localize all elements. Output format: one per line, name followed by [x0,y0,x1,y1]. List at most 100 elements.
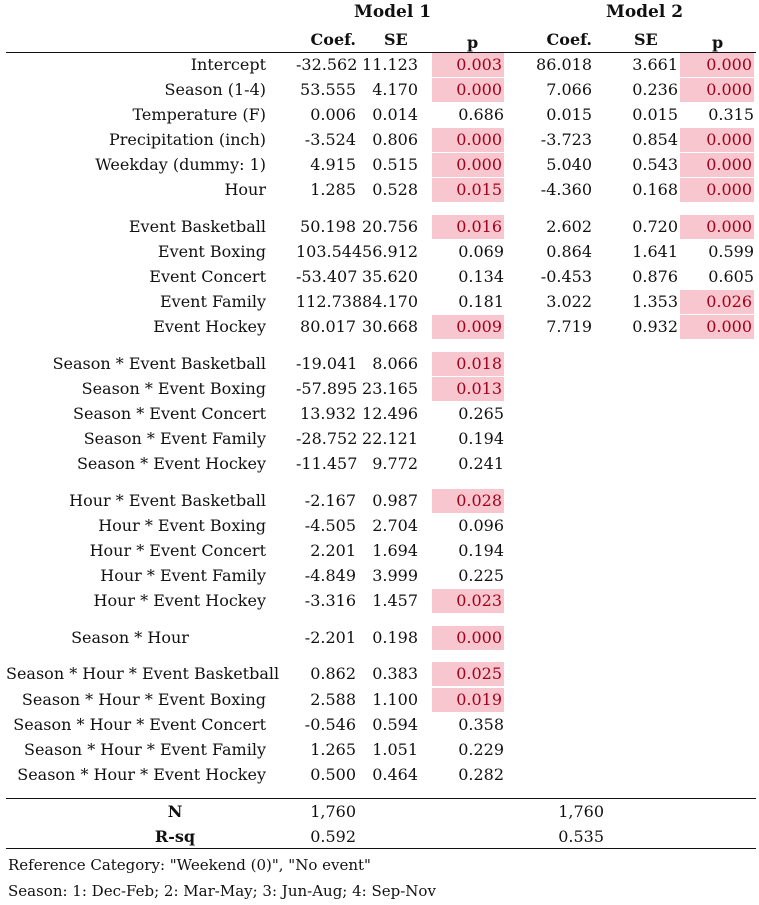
m1-se-cell: 35.620 [362,267,418,286]
m1-se-cell: 20.756 [362,217,418,236]
m1-se-cell: 0.806 [372,130,418,149]
m2-coef-cell: 86.018 [536,55,592,74]
row-label: Precipitation (inch) [108,130,266,149]
m1-se-header: SE [384,30,408,49]
m1-se-cell: 11.123 [362,55,418,74]
m2-coef-cell: 0.015 [546,105,592,124]
model-1-title: Model 1 [354,2,432,22]
m1-p-cell: 0.028 [432,489,504,513]
m2-se-cell: 0.236 [632,80,678,99]
row-label: Event Basketball [128,217,266,236]
row-label: Event Boxing [157,242,266,261]
stat-label: R-sq [154,827,196,846]
row-label: Event Hockey [153,317,266,336]
m1-p-cell: 0.018 [432,352,504,376]
m1-p-cell: 0.000 [432,626,504,650]
m1-coef-cell: 80.017 [300,317,356,336]
m1-coef-cell: -2.167 [304,491,356,510]
m1-coef-cell: 0.500 [310,765,356,784]
m2-stat-value: 0.535 [558,827,604,846]
m2-coef-cell: 5.040 [546,155,592,174]
m2-se-cell: 3.661 [632,55,678,74]
m1-coef-cell: -11.457 [296,454,358,473]
m1-p-cell: 0.016 [432,215,504,239]
m1-p-cell: 0.358 [458,715,504,734]
row-label: Season * Hour * Event Hockey [17,765,266,784]
m1-p-cell: 0.282 [458,765,504,784]
row-label: Event Concert [149,267,266,286]
m1-se-cell: 4.170 [372,80,418,99]
m1-p-cell: 0.069 [458,242,504,261]
row-label: Hour * Event Hockey [93,591,266,610]
m1-se-cell: 0.383 [372,664,418,683]
bottom-rule [6,848,756,849]
m1-coef-cell: 50.198 [300,217,356,236]
m2-se-cell: 0.854 [632,130,678,149]
m1-p-cell: 0.194 [458,429,504,448]
m1-se-cell: 3.999 [372,566,418,585]
m2-p-cell: 0.000 [680,128,754,152]
m1-se-cell: 0.987 [372,491,418,510]
m2-p-cell: 0.000 [680,153,754,177]
m2-se-cell: 0.015 [632,105,678,124]
row-label: Season * Event Hockey [76,454,266,473]
m1-se-cell: 1.100 [372,690,418,709]
m1-se-cell: 0.528 [372,180,418,199]
m1-p-cell: 0.096 [458,516,504,535]
m1-coef-cell: 112.738 [296,292,363,311]
m1-coef-cell: -2.201 [304,628,356,647]
footnote-reference: Reference Category: "Weekend (0)", "No e… [8,856,371,874]
row-label: Hour [224,180,266,199]
m1-coef-cell: -57.895 [296,379,358,398]
m1-se-cell: 84.170 [362,292,418,311]
stat-label: N [167,802,183,821]
m1-se-cell: 2.704 [372,516,418,535]
m2-coef-cell: -3.723 [540,130,592,149]
m2-se-cell: 1.353 [632,292,678,311]
stats-rule [6,798,756,799]
row-label: Hour * Event Basketball [69,491,266,510]
row-label: Season * Hour * Event Family [23,740,266,759]
m2-se-header: SE [634,30,658,49]
row-label: Hour * Event Boxing [98,516,266,535]
m1-p-cell: 0.194 [458,541,504,560]
m2-coef-cell: 7.066 [546,80,592,99]
row-label: Season * Event Basketball [52,354,266,373]
m1-p-cell: 0.134 [458,267,504,286]
m1-coef-cell: 0.006 [310,105,356,124]
m2-coef-header: Coef. [546,30,592,49]
m1-stat-value: 1,760 [310,802,356,821]
row-label: Hour * Event Concert [89,541,266,560]
m1-coef-cell: -4.505 [304,516,356,535]
m1-coef-cell: -4.849 [304,566,356,585]
m1-p-cell: 0.686 [458,105,504,124]
m1-p-cell: 0.019 [432,688,504,712]
row-label: Season * Hour * Event Concert [13,715,266,734]
m1-coef-cell: 1.285 [310,180,356,199]
m2-p-cell: 0.000 [680,178,754,202]
m1-stat-value: 0.592 [310,827,356,846]
row-label: Intercept [190,55,266,74]
m1-p-cell: 0.229 [458,740,504,759]
m2-p-cell: 0.315 [708,105,754,124]
footnote-season: Season: 1: Dec-Feb; 2: Mar-May; 3: Jun-A… [8,882,436,900]
m2-se-cell: 0.876 [632,267,678,286]
row-label: Event Family [159,292,266,311]
m1-p-cell: 0.265 [458,404,504,423]
header-rule [6,52,756,53]
m1-coef-cell: 2.588 [310,690,356,709]
m1-coef-cell: -19.041 [296,354,358,373]
m1-se-cell: 1.694 [372,541,418,560]
m1-se-cell: 1.457 [372,591,418,610]
m1-p-cell: 0.009 [432,315,504,339]
m2-coef-cell: -4.360 [540,180,592,199]
m1-p-cell: 0.023 [432,589,504,613]
m1-coef-cell: 2.201 [310,541,356,560]
row-label: Season * Event Concert [73,404,266,423]
m1-p-cell: 0.000 [432,128,504,152]
m1-se-cell: 0.198 [372,628,418,647]
row-label: Hour * Event Family [100,566,266,585]
m2-p-cell: 0.000 [680,315,754,339]
m1-se-cell: 9.772 [372,454,418,473]
m2-coef-cell: -0.453 [540,267,592,286]
